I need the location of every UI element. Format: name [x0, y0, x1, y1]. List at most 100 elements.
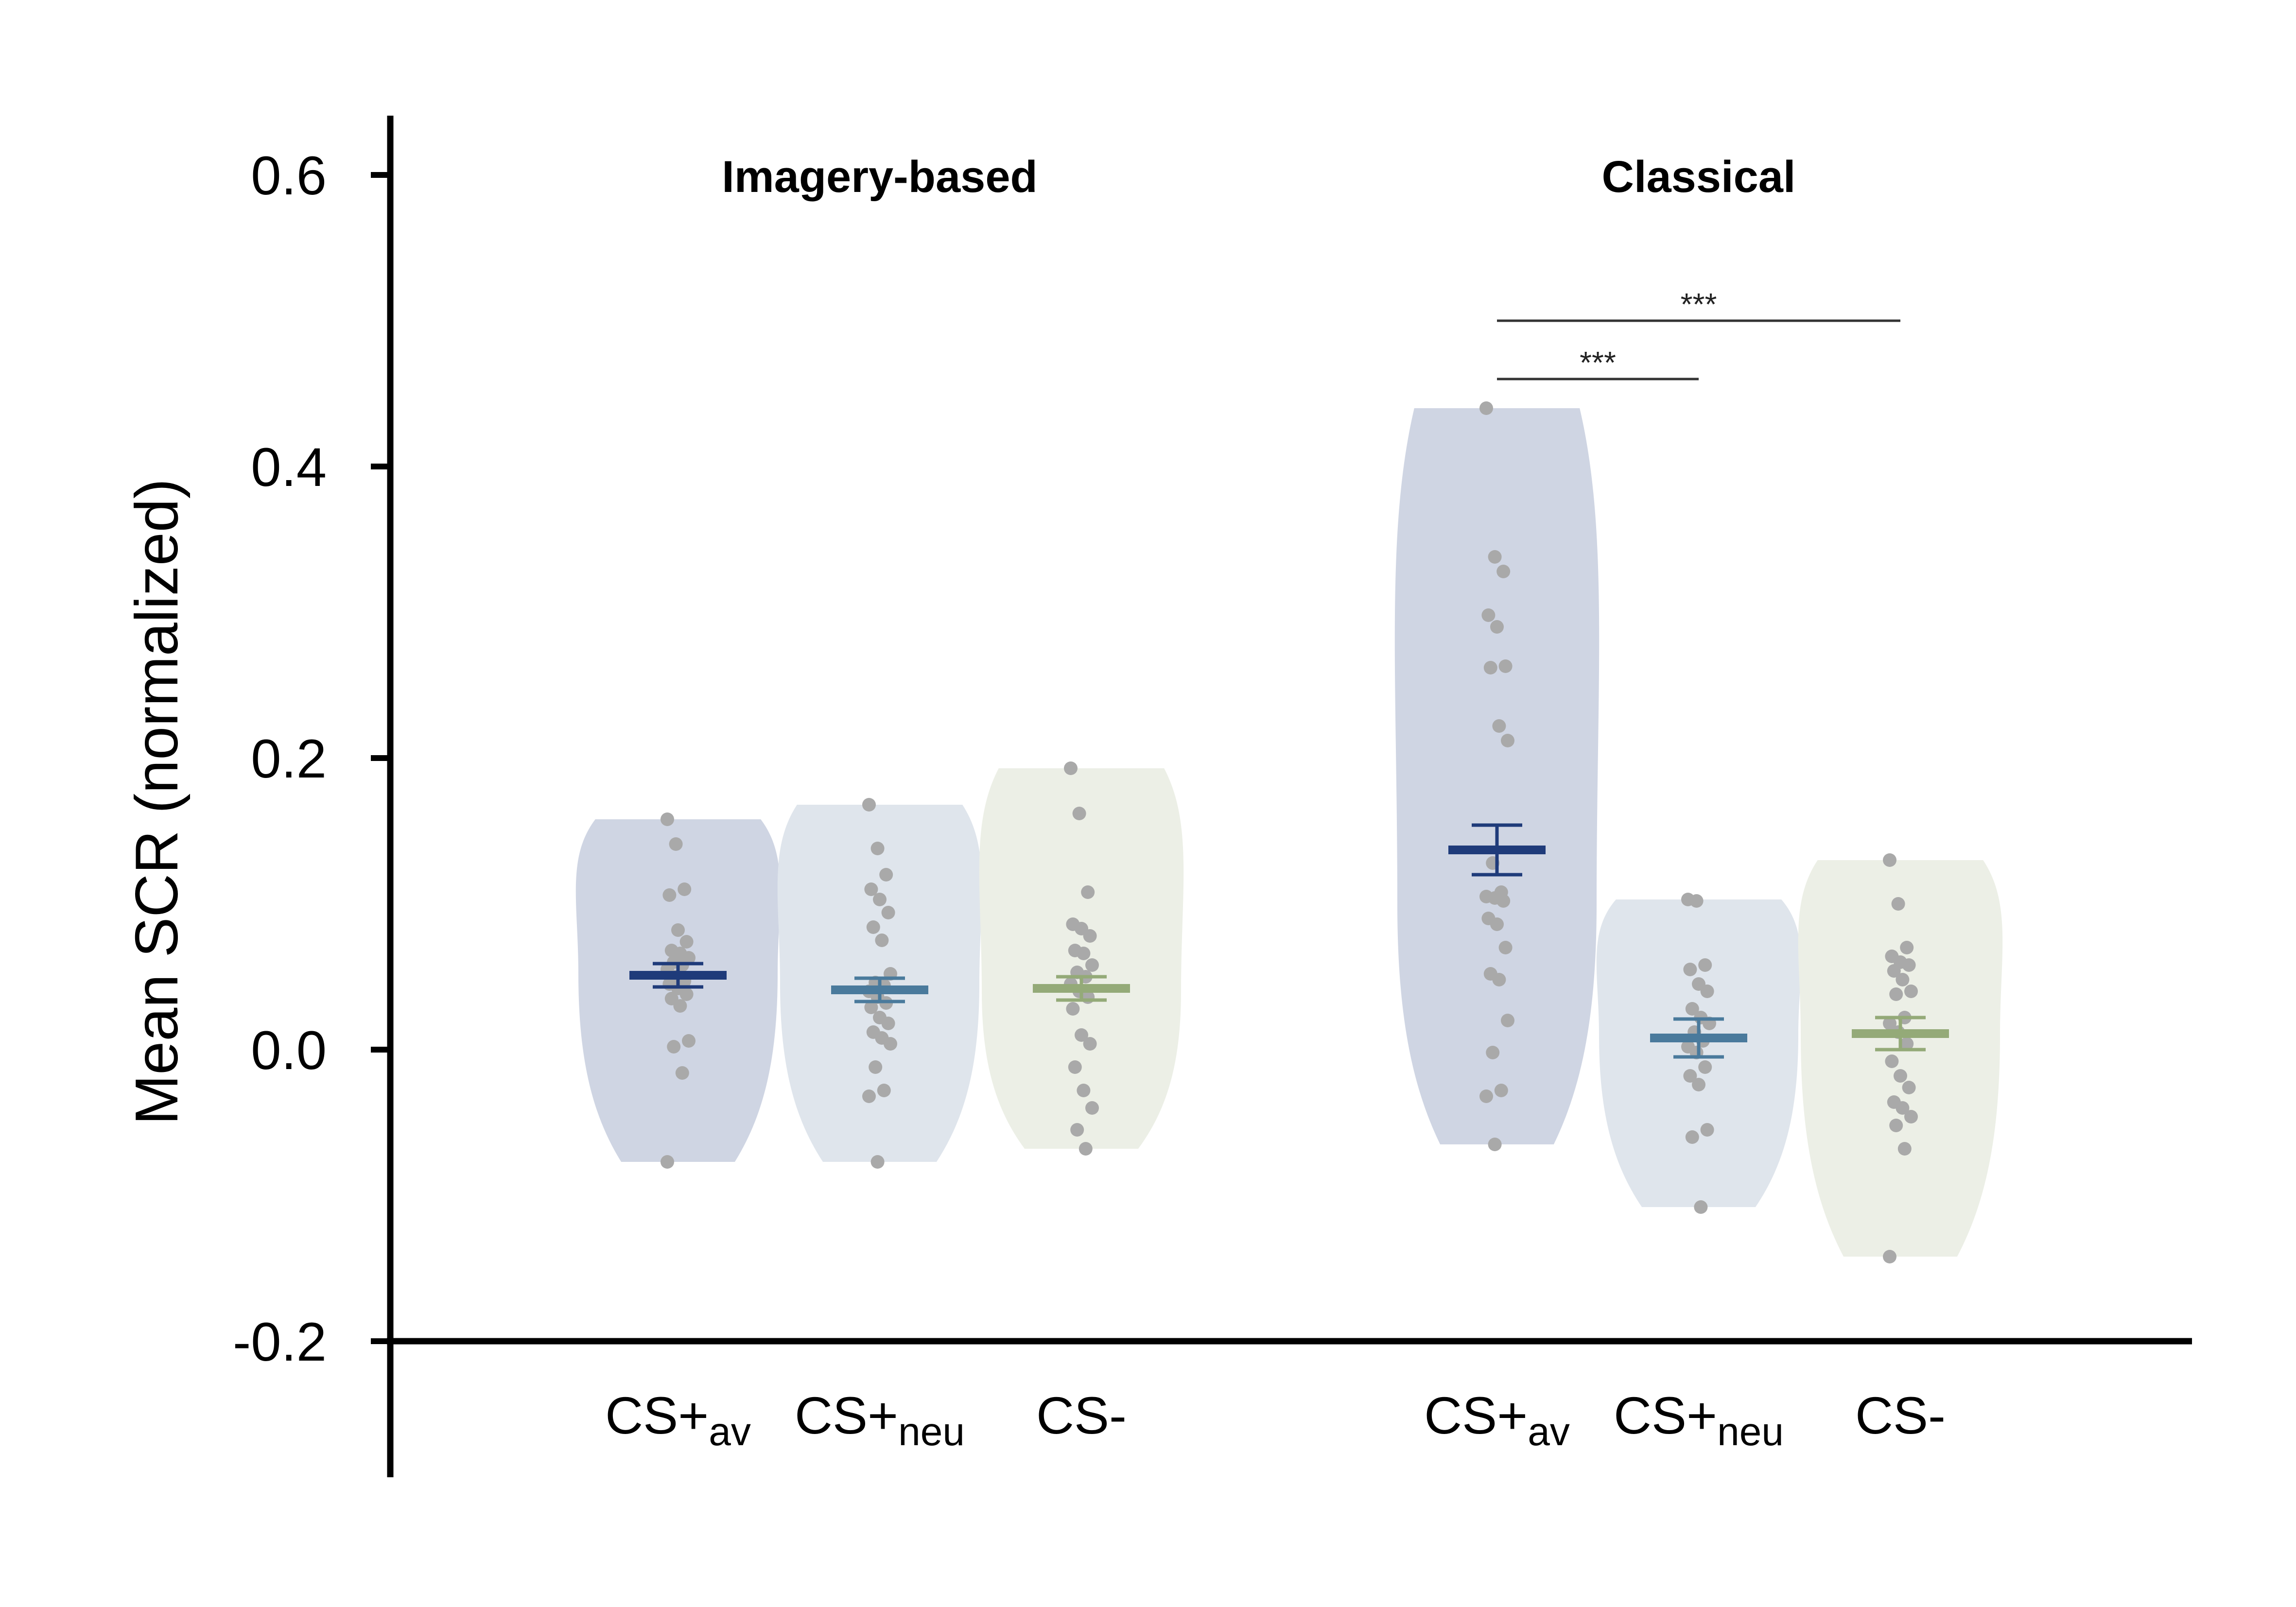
- data-point: [1492, 719, 1506, 733]
- data-point: [682, 1034, 696, 1048]
- data-point: [1501, 1014, 1514, 1027]
- data-point: [862, 1089, 876, 1103]
- data-point: [1481, 608, 1496, 622]
- data-point: [875, 933, 889, 947]
- data-point: [881, 906, 895, 919]
- data-point: [1070, 1123, 1084, 1137]
- data-point: [662, 888, 677, 902]
- x-tick-label: CS+av: [1424, 1386, 1570, 1454]
- data-point: [862, 798, 876, 812]
- data-point: [1488, 550, 1502, 564]
- data-point: [678, 882, 692, 896]
- data-point: [1494, 1084, 1508, 1097]
- data-point: [870, 842, 885, 855]
- data-point: [1483, 661, 1497, 674]
- violin-condition: CS+neu: [777, 798, 982, 1454]
- data-point: [1698, 958, 1712, 972]
- data-point: [1072, 807, 1086, 820]
- y-tick-label: 0.2: [251, 728, 327, 789]
- data-point: [1490, 620, 1504, 634]
- significance-brackets: *** ***: [1497, 287, 1900, 380]
- data-point: [1902, 1081, 1916, 1094]
- violin-condition: CS+av: [1394, 401, 1600, 1454]
- data-point: [864, 1001, 878, 1014]
- data-point: [1078, 1142, 1093, 1156]
- data-point: [1902, 958, 1916, 972]
- data-point: [1077, 947, 1091, 960]
- data-point: [675, 1066, 689, 1080]
- x-tick-label: CS-: [1036, 1386, 1127, 1445]
- data-point: [1479, 1089, 1493, 1103]
- violin-shape: [1394, 408, 1600, 1144]
- data-point: [1900, 941, 1914, 954]
- significance-label: ***: [1580, 345, 1616, 380]
- data-point: [1883, 1250, 1896, 1263]
- data-point: [679, 987, 694, 1001]
- data-point: [881, 1017, 895, 1030]
- violin-condition: CS-: [1798, 853, 2003, 1445]
- data-point: [1685, 1130, 1699, 1144]
- data-point: [1698, 1060, 1712, 1074]
- y-axis-ticks: 0.6 0.4 0.2 0.0 -0.2: [233, 145, 390, 1372]
- data-point: [1085, 1101, 1099, 1115]
- data-point: [1064, 761, 1078, 775]
- data-point: [1887, 964, 1901, 978]
- y-tick-label: -0.2: [233, 1312, 327, 1372]
- data-point: [869, 1060, 883, 1074]
- data-point: [1889, 987, 1903, 1001]
- data-point: [1501, 734, 1514, 747]
- data-point: [1904, 1110, 1918, 1123]
- data-point: [1694, 1200, 1708, 1214]
- data-point: [1496, 894, 1511, 908]
- violin-condition: CS-: [979, 761, 1184, 1445]
- data-point: [1498, 659, 1513, 673]
- violin-group: Imagery-based CS+av CS+neu CS-: [575, 152, 1184, 1454]
- data-point: [667, 1040, 681, 1054]
- data-point: [1683, 1069, 1697, 1083]
- data-point: [1685, 1002, 1699, 1016]
- data-point: [1885, 1054, 1899, 1068]
- y-axis-label: Mean SCR (normalized): [123, 479, 191, 1125]
- data-point: [1683, 963, 1697, 976]
- data-point: [1891, 897, 1905, 911]
- violin-groups: Imagery-based CS+av CS+neu CS- Classical CS+a…: [575, 152, 2003, 1454]
- data-point: [1894, 1069, 1907, 1083]
- data-point: [1889, 1119, 1903, 1132]
- data-point: [1486, 1046, 1500, 1059]
- data-point: [1068, 1060, 1082, 1074]
- data-point: [1492, 973, 1506, 986]
- data-point: [1490, 917, 1504, 931]
- x-tick-label: CS-: [1855, 1386, 1946, 1445]
- data-point: [873, 893, 887, 906]
- x-tick-label: CS+neu: [1614, 1386, 1784, 1454]
- data-point: [877, 1084, 891, 1097]
- x-tick-label: CS+neu: [795, 1386, 965, 1454]
- data-point: [1883, 853, 1896, 867]
- y-tick-label: 0.0: [251, 1020, 327, 1081]
- data-point: [1692, 1078, 1705, 1091]
- data-point: [864, 882, 878, 896]
- data-point: [870, 1155, 885, 1169]
- data-point: [1077, 1084, 1091, 1097]
- data-point: [669, 837, 683, 851]
- data-point: [879, 868, 893, 881]
- data-point: [1479, 401, 1493, 415]
- y-tick-label: 0.6: [251, 145, 327, 206]
- data-point: [1085, 958, 1099, 972]
- data-point: [1896, 973, 1910, 986]
- data-point: [1897, 1142, 1912, 1156]
- data-point: [1066, 1002, 1080, 1016]
- data-point: [1904, 985, 1918, 998]
- data-point: [1075, 1028, 1088, 1042]
- data-point: [673, 999, 687, 1013]
- violin-condition: CS+neu: [1596, 893, 1801, 1454]
- data-point: [661, 812, 674, 826]
- x-tick-label: CS+av: [605, 1386, 751, 1454]
- data-point: [1081, 885, 1095, 899]
- data-point: [661, 1155, 674, 1169]
- data-point: [671, 923, 685, 937]
- data-point: [1896, 1101, 1910, 1115]
- violin-group: Classical CS+av CS+neu CS-: [1394, 152, 2003, 1454]
- data-point: [1083, 929, 1097, 943]
- data-point: [866, 920, 880, 934]
